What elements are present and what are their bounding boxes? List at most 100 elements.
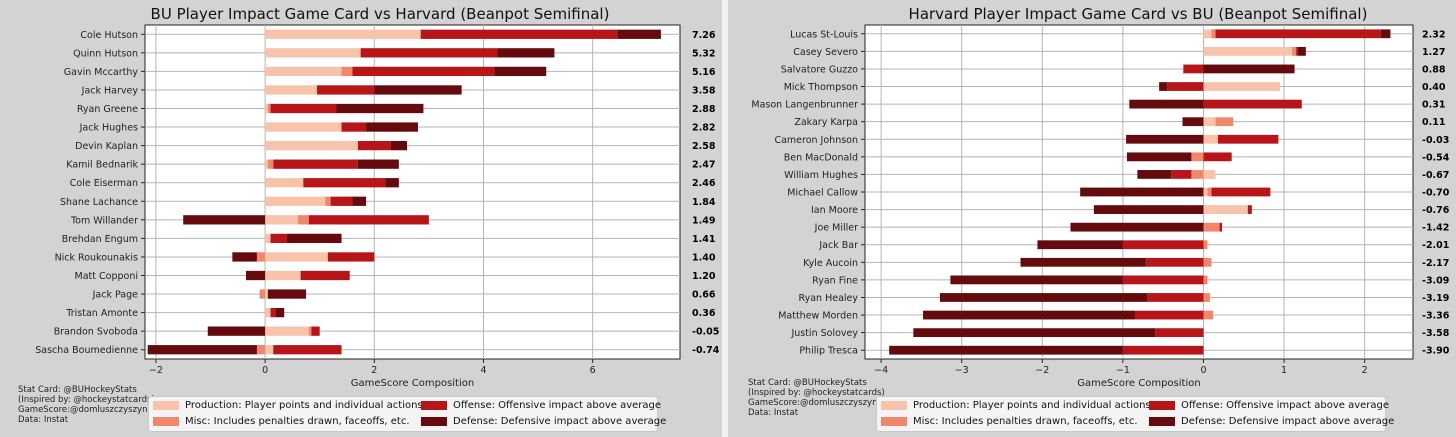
x-axis-label: GameScore Composition xyxy=(1077,378,1200,389)
player-name: Gavin Mccarthy xyxy=(64,67,139,78)
total-score: -0.05 xyxy=(692,327,719,338)
credit-line: (Inspired by: @hockeystatcards) xyxy=(748,388,885,398)
legend-item-defense: Defense: Defensive impact above average xyxy=(421,416,666,428)
bar-production xyxy=(265,196,326,206)
player-name: Zakary Karpa xyxy=(794,117,858,128)
total-score: -0.03 xyxy=(1422,135,1449,146)
total-score: -2.01 xyxy=(1422,240,1449,251)
credit-line: Data: Instat xyxy=(18,415,69,425)
bar-defense xyxy=(232,252,257,262)
bar-defense xyxy=(1020,257,1146,267)
bar-offense xyxy=(1134,310,1204,320)
legend-label: Production: Player points and individual… xyxy=(913,400,1151,411)
bar-defense xyxy=(1070,222,1204,232)
bar-production xyxy=(1203,170,1216,179)
bar-defense xyxy=(494,66,547,77)
x-tick-label: −3 xyxy=(955,365,969,376)
player-name: Philip Tresca xyxy=(799,346,858,357)
player-name: Cole Hutson xyxy=(80,30,138,41)
bar-defense xyxy=(923,310,1135,320)
legend-item-misc: Misc: Includes penalties drawn, faceoffs… xyxy=(153,416,410,428)
player-name: Shane Lachance xyxy=(60,197,138,208)
legend-label: Defense: Defensive impact above average xyxy=(1181,416,1395,427)
legend-swatch xyxy=(881,417,907,426)
chart-title: Harvard Player Impact Game Card vs BU (B… xyxy=(909,5,1368,23)
bar-defense xyxy=(286,233,342,244)
total-score: 3.58 xyxy=(692,85,716,96)
x-tick-label: −1 xyxy=(1116,365,1130,376)
bar-defense xyxy=(1182,117,1204,127)
player-name: Mason Langenbrunner xyxy=(751,100,858,111)
bar-production xyxy=(265,103,268,114)
legend-item-production: Production: Player points and individual… xyxy=(881,400,1151,412)
bar-offense xyxy=(273,159,358,169)
legend-label: Defense: Defensive impact above average xyxy=(453,416,667,427)
player-name: Quinn Hutson xyxy=(73,48,138,59)
bar-offense xyxy=(1171,170,1192,179)
x-tick-label: 4 xyxy=(480,365,486,376)
bar-production xyxy=(265,85,317,95)
total-score: -3.19 xyxy=(1422,293,1449,304)
bar-defense xyxy=(913,328,1156,338)
bar-offense xyxy=(1122,240,1204,250)
credits: Stat Card: @BUHockeyStats (Inspired by: … xyxy=(18,385,155,425)
bar-offense xyxy=(1215,29,1381,39)
bar-offense xyxy=(357,140,391,151)
total-score: 2.88 xyxy=(692,104,716,115)
bar-misc xyxy=(1203,240,1208,250)
harvard-chart: Harvard Player Impact Game Card vs BU (B… xyxy=(751,5,1450,389)
bu-chart: BU Player Impact Game Card vs Harvard (B… xyxy=(35,5,720,389)
bar-offense xyxy=(1203,99,1302,109)
total-score: -3.09 xyxy=(1422,275,1449,286)
bar-offense xyxy=(270,233,287,244)
credits: Stat Card: @BUHockeyStats (Inspired by: … xyxy=(748,378,885,418)
bar-defense xyxy=(1126,152,1192,162)
bar-offense xyxy=(352,66,495,77)
player-name: Salvatore Guzzo xyxy=(781,64,858,75)
bar-misc xyxy=(1203,222,1220,232)
player-name: Nick Roukounakis xyxy=(55,252,138,263)
bar-offense xyxy=(1147,293,1204,302)
bar-production xyxy=(265,345,274,355)
legend-swatch xyxy=(1149,417,1175,426)
bar-offense xyxy=(420,29,618,39)
bar-misc xyxy=(1215,117,1234,127)
bar-production xyxy=(265,289,268,299)
total-score: 2.47 xyxy=(692,160,715,171)
player-name: Kyle Aucoin xyxy=(803,258,858,269)
bar-defense xyxy=(1093,205,1204,214)
bar-defense xyxy=(352,196,367,206)
legend: Production: Player points and individual… xyxy=(148,396,666,432)
bar-misc xyxy=(1191,152,1204,162)
total-score: -3.36 xyxy=(1422,311,1450,322)
bar-offense xyxy=(1217,134,1279,144)
bar-defense xyxy=(374,85,462,95)
x-tick-label: 2 xyxy=(1362,365,1368,376)
player-name: Justin Solovey xyxy=(790,328,858,339)
bar-production xyxy=(265,29,421,39)
bar-defense xyxy=(183,215,266,225)
player-name: Ian Moore xyxy=(811,205,858,216)
bar-offense xyxy=(330,196,353,206)
bar-defense xyxy=(1137,170,1172,179)
legend-swatch xyxy=(421,401,447,410)
chart-title: BU Player Impact Game Card vs Harvard (B… xyxy=(151,5,610,23)
legend-label: Production: Player points and individual… xyxy=(185,400,423,411)
bar-offense xyxy=(300,270,350,281)
total-score: 1.49 xyxy=(692,215,715,226)
legend-swatch xyxy=(1149,401,1175,410)
x-tick-label: 0 xyxy=(262,365,268,376)
bar-production xyxy=(265,159,268,169)
bar-offense xyxy=(308,215,429,225)
player-name: Joe Miller xyxy=(814,223,858,234)
legend-label: Offense: Offensive impact above average xyxy=(453,400,662,411)
total-score: 5.16 xyxy=(692,67,716,78)
bar-offense xyxy=(273,345,342,355)
total-score: 7.26 xyxy=(692,30,716,41)
bar-defense xyxy=(1159,82,1168,91)
total-score: -0.74 xyxy=(692,345,720,356)
player-name: Jack Hughes xyxy=(79,123,138,134)
player-name: Jack Bar xyxy=(818,240,858,251)
total-score: 0.66 xyxy=(692,290,716,301)
total-score: 2.46 xyxy=(692,178,716,189)
